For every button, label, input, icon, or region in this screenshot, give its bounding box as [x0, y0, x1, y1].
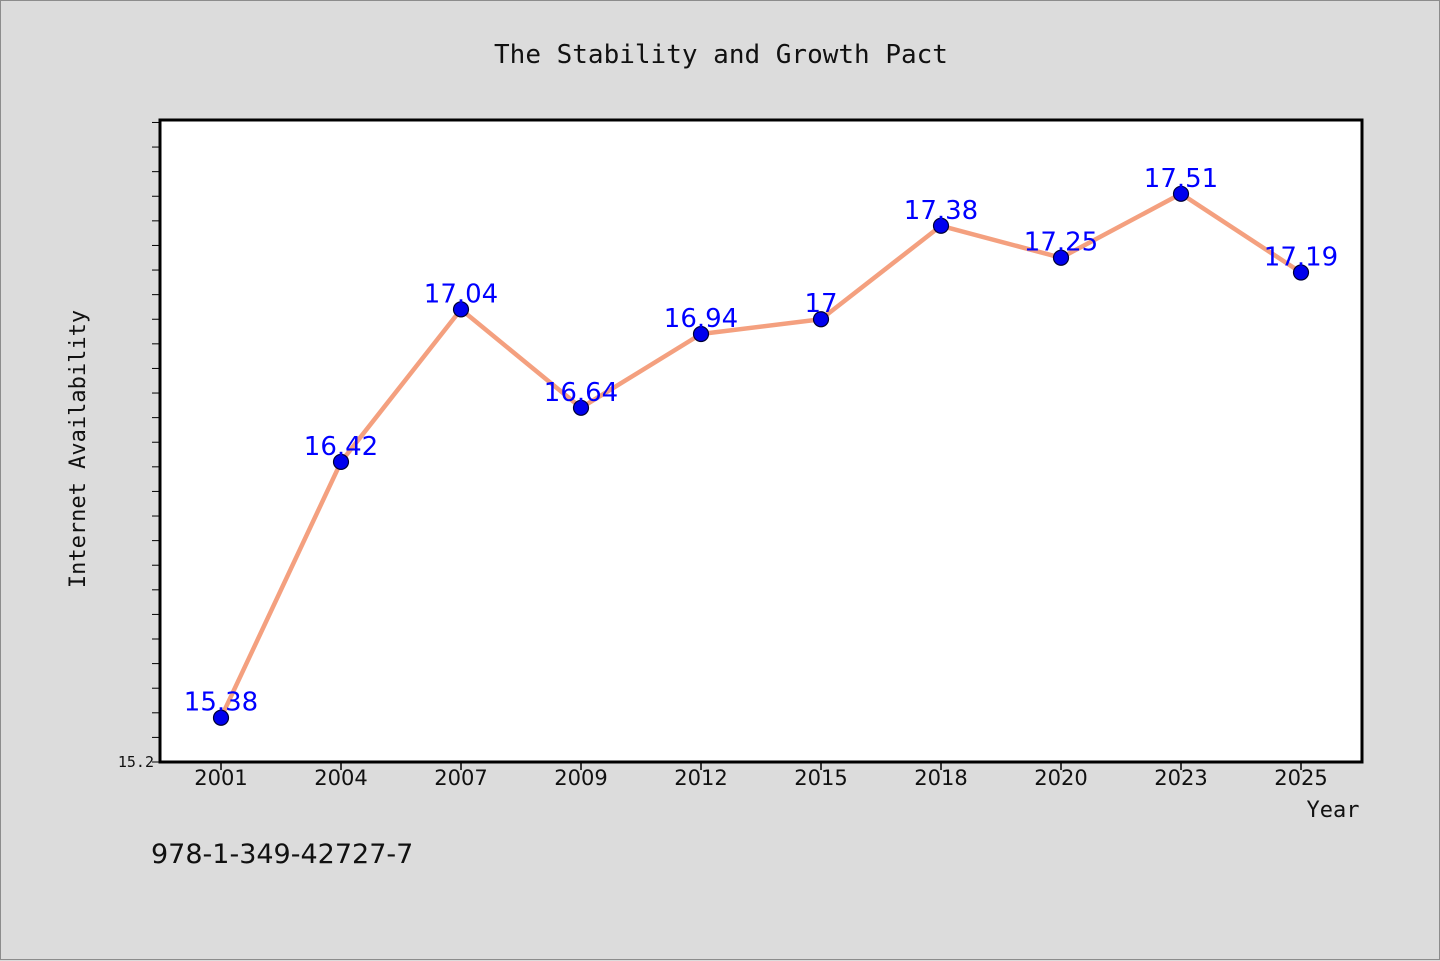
chart-title: The Stability and Growth Pact: [494, 40, 948, 70]
data-value-label: 16.42: [304, 432, 378, 462]
series-line: [218, 191, 1303, 719]
data-point-marker: [1292, 264, 1310, 281]
series-layer: 15.38 16.42 17.04 16.64 16.94 17 17.38 17.25 17.…: [184, 164, 1338, 726]
x-tick-label: 2012: [674, 766, 727, 790]
plot-area: [158, 118, 1364, 764]
data-point-marker: [932, 217, 950, 234]
y-tick-label: 15.2: [118, 753, 154, 771]
x-tick-label: 2009: [554, 766, 607, 790]
data-value-label: 17: [804, 289, 837, 319]
x-axis-label: Year: [1307, 798, 1360, 823]
footer-isbn: 978-1-349-42727-7: [151, 839, 413, 870]
data-point-marker: [812, 311, 830, 328]
x-tick-label: 2018: [914, 766, 967, 790]
data-value-label: 17.04: [424, 279, 498, 309]
data-point-marker: [1052, 249, 1070, 266]
data-point-marker: [1172, 185, 1190, 202]
y-axis-label: Internet Availability: [66, 310, 91, 588]
data-value-label: 17.51: [1144, 164, 1218, 194]
x-tick-label: 2023: [1154, 766, 1207, 790]
data-value-label: 16.94: [664, 304, 738, 334]
x-axis-ticks: 2001 2004 2007 2009 2012 2015 2018 2020 2023 2025: [194, 762, 1328, 790]
data-point-marker: [332, 453, 350, 471]
x-tick-label: 2001: [194, 766, 247, 790]
data-value-label: 17.19: [1264, 243, 1338, 273]
data-value-label: 16.64: [544, 378, 618, 408]
data-value-label: 15.38: [184, 688, 258, 718]
x-tick-label: 2020: [1034, 766, 1087, 790]
data-point-marker: [212, 709, 230, 726]
y-axis-ticks: 15.2: [118, 121, 160, 771]
x-tick-label: 2007: [434, 766, 487, 790]
x-tick-label: 2025: [1274, 766, 1327, 790]
x-tick-label: 2004: [314, 766, 367, 790]
data-point-marker: [692, 325, 710, 343]
data-point-marker: [452, 301, 470, 318]
data-value-label: 17.25: [1024, 228, 1098, 258]
data-point-marker: [572, 399, 590, 416]
x-tick-label: 2015: [794, 766, 847, 790]
data-value-label: 17.38: [904, 196, 978, 226]
